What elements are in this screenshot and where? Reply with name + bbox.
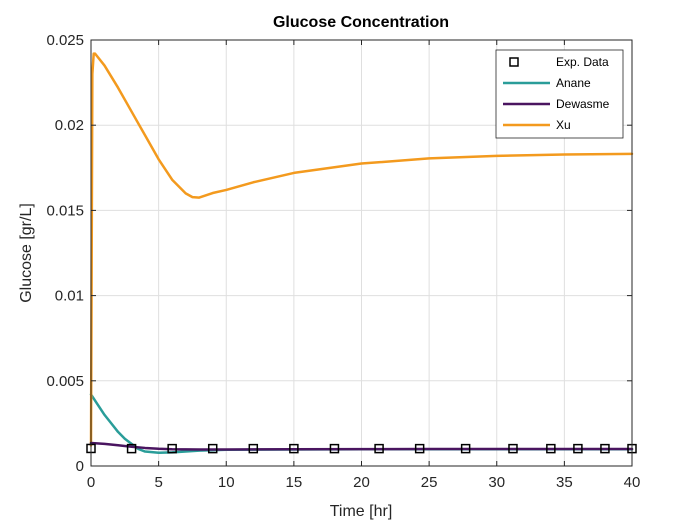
exp-data-point xyxy=(329,443,340,454)
x-axis-label: Time [hr] xyxy=(330,503,393,520)
x-tick-label: 20 xyxy=(353,474,370,491)
legend: Exp. Data Anane Dewasme Xu xyxy=(495,49,624,139)
exp-data-point xyxy=(126,443,137,454)
exp-data-point xyxy=(460,443,471,454)
x-tick-label: 35 xyxy=(556,474,573,491)
exp-data-point xyxy=(573,443,583,454)
y-tick-label: 0.02 xyxy=(55,117,84,134)
y-tick-label: 0 xyxy=(76,458,84,475)
ticks: 0 5 10 15 20 25 30 35 40 0 0.005 0.01 0.015 0.02 0.025 xyxy=(46,32,640,491)
x-tick-label: 40 xyxy=(624,474,641,491)
exp-data-point xyxy=(289,443,299,454)
exp-data-point xyxy=(600,443,610,454)
y-axis-label: Glucose [gr/L] xyxy=(18,203,35,303)
x-tick-label: 10 xyxy=(218,474,235,491)
series-line-dewasme xyxy=(89,441,634,451)
exp-data-point xyxy=(546,443,556,454)
x-tick-label: 25 xyxy=(421,474,438,491)
legend-xu-label: Xu xyxy=(556,118,571,132)
x-tick-label: 15 xyxy=(286,474,303,491)
legend-exp-data-label: Exp. Data xyxy=(556,55,609,69)
exp-data-point xyxy=(508,443,518,454)
series-line-xu xyxy=(89,52,634,447)
x-tick-label: 0 xyxy=(87,474,95,491)
y-tick-label: 0.01 xyxy=(55,288,84,305)
x-tick-label: 30 xyxy=(488,474,505,491)
exp-data-markers xyxy=(86,443,637,454)
legend-exp-data-marker xyxy=(509,57,519,67)
exp-data-point xyxy=(207,443,218,454)
exp-data-point xyxy=(414,443,425,454)
exp-data-point xyxy=(248,443,259,454)
legend-dewasme-label: Dewasme xyxy=(556,97,610,111)
chart-title: Glucose Concentration xyxy=(273,14,449,31)
legend-box xyxy=(495,49,624,139)
series-layer xyxy=(89,52,634,454)
exp-data-point xyxy=(374,443,384,454)
legend-anane-label: Anane xyxy=(556,76,591,90)
y-tick-label: 0.025 xyxy=(46,32,84,49)
y-tick-label: 0.015 xyxy=(46,202,84,219)
y-tick-label: 0.005 xyxy=(46,373,84,390)
x-tick-label: 5 xyxy=(154,474,162,491)
exp-data-point xyxy=(167,443,177,454)
